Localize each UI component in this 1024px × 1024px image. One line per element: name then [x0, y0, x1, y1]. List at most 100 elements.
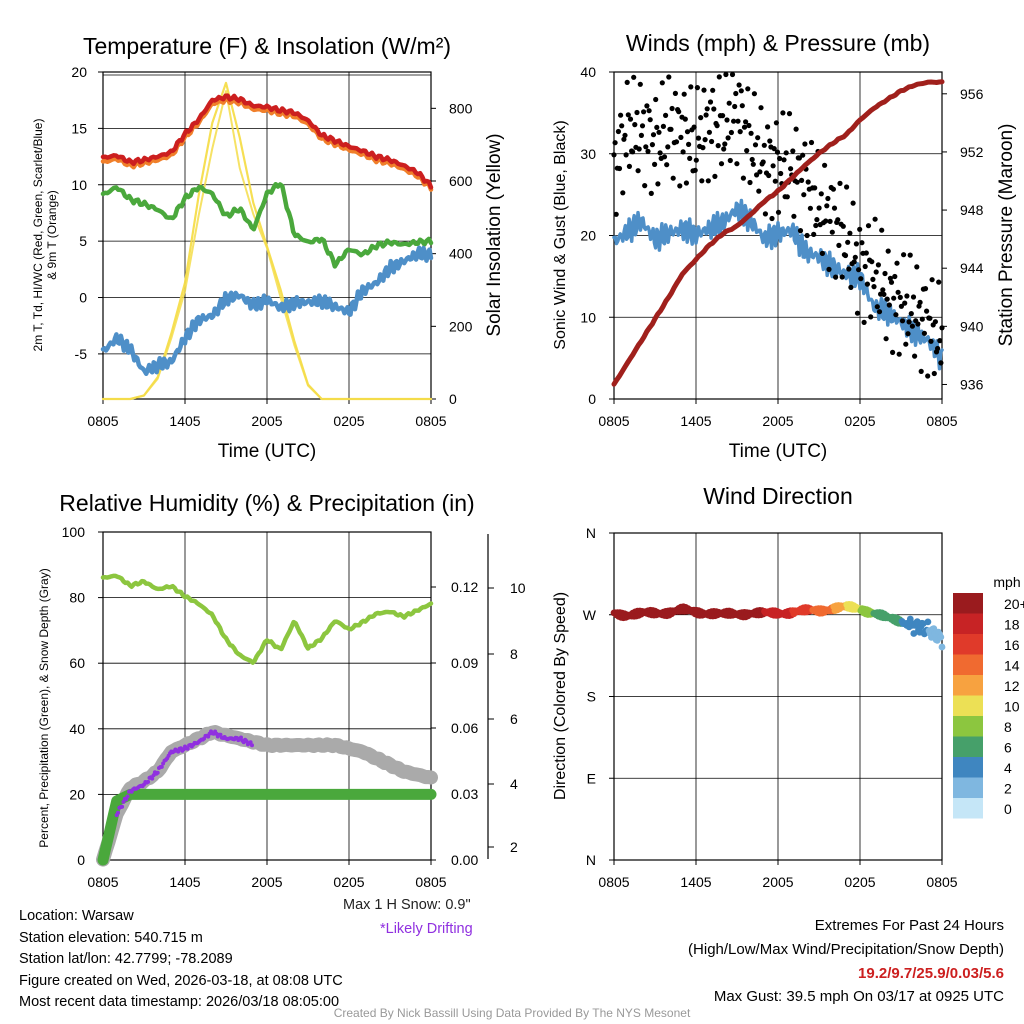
gust-dot	[731, 118, 737, 124]
gust-dot	[912, 353, 918, 359]
legend-swatch	[953, 777, 983, 798]
gust-dot	[874, 304, 880, 310]
gust-dot	[899, 318, 906, 324]
y-tick-label: 0	[588, 391, 596, 407]
gust-dot	[727, 157, 733, 164]
gust-dot	[681, 91, 687, 97]
gust-dot	[745, 86, 751, 92]
max-gust: Max Gust: 39.5 mph On 03/17 at 0925 UTC	[713, 988, 1004, 1005]
gust-dot	[665, 144, 671, 150]
gust-dot	[868, 314, 874, 320]
gust-dot	[880, 287, 886, 293]
chart-title: Wind Direction	[703, 483, 853, 509]
gust-dot	[718, 161, 725, 167]
gust-dot	[720, 113, 726, 119]
gust-dot	[632, 122, 638, 128]
drift-dot	[218, 732, 223, 737]
series-wind-chill	[100, 245, 434, 377]
legend-swatch	[953, 593, 983, 614]
gust-dot	[660, 123, 667, 129]
gust-dot	[873, 269, 879, 275]
gust-dot	[700, 145, 706, 151]
gust-dot	[818, 191, 824, 197]
gust-dot	[694, 85, 701, 91]
legend-label: 2	[1004, 781, 1012, 797]
gust-dot	[835, 217, 841, 223]
gust-dot	[657, 150, 663, 156]
gust-dot	[884, 296, 890, 302]
gust-dot	[702, 137, 708, 143]
gust-dot	[639, 123, 646, 129]
gust-dot	[655, 181, 661, 187]
x-tick-label: 0805	[87, 413, 118, 429]
gust-dot	[793, 126, 799, 132]
gust-dot	[802, 141, 808, 147]
gust-dot	[645, 148, 651, 154]
gust-dot	[740, 175, 747, 181]
gust-dot	[644, 103, 650, 109]
legend-label: 6	[1004, 740, 1012, 756]
gust-dot	[612, 140, 618, 146]
gust-dot	[807, 205, 814, 211]
precip-tick-label: 0.03	[451, 786, 478, 802]
gust-dot	[939, 325, 945, 331]
chart-title: Winds (mph) & Pressure (mb)	[626, 30, 930, 56]
gust-dot	[871, 284, 877, 290]
gust-dot	[672, 90, 679, 96]
gust-dot	[773, 120, 780, 126]
gust-dot	[766, 172, 772, 179]
y2-tick-label: 200	[449, 318, 473, 334]
gust-dot	[712, 173, 718, 179]
gust-dot	[699, 178, 705, 184]
gust-dot	[726, 100, 732, 106]
y-tick-label: 100	[62, 524, 86, 540]
gust-dot	[861, 319, 867, 325]
gust-dot	[755, 135, 761, 141]
gust-dot	[910, 294, 917, 300]
y-tick-label: 20	[580, 228, 596, 244]
gust-dot	[775, 209, 782, 215]
gust-dot	[716, 74, 722, 80]
gust-dot	[897, 294, 903, 300]
gust-dot	[647, 117, 653, 123]
gust-dot	[872, 216, 878, 222]
legend-label: 18	[1004, 617, 1020, 633]
x-axis-label: Time (UTC)	[218, 441, 317, 462]
gust-dot	[664, 162, 670, 168]
gust-dot	[746, 122, 752, 129]
gust-dot	[770, 163, 776, 169]
gust-dot	[723, 71, 729, 78]
gust-dot	[722, 141, 728, 147]
y2-tick-label: 944	[960, 260, 984, 276]
drift-dot	[250, 743, 254, 748]
gust-dot	[804, 232, 810, 239]
gust-dot	[886, 302, 892, 308]
y-tick-label: 40	[580, 64, 596, 80]
gust-dot	[707, 99, 714, 105]
gust-dot	[641, 109, 647, 115]
gust-dot	[859, 240, 865, 246]
gust-dot	[812, 185, 818, 191]
gust-dot	[635, 168, 641, 174]
gust-dot	[646, 108, 652, 114]
gust-dot	[788, 166, 794, 172]
x-tick-label: 0205	[333, 874, 364, 890]
gust-dot	[915, 321, 921, 327]
gust-dot	[794, 179, 800, 185]
gust-dot	[622, 132, 628, 138]
gust-dot	[698, 115, 704, 121]
gust-dot	[826, 266, 832, 272]
gust-dot	[836, 242, 842, 248]
gust-dot	[611, 152, 617, 158]
precip-tick-label: 0.12	[451, 579, 478, 595]
gust-dot	[669, 105, 675, 112]
gust-dot	[811, 231, 817, 237]
gust-dot	[638, 132, 645, 138]
gust-dot	[870, 276, 876, 282]
gust-dot	[924, 308, 930, 314]
gust-dot	[744, 148, 750, 154]
gust-dot	[724, 117, 730, 123]
gust-dot	[858, 276, 864, 282]
gust-dot	[626, 163, 633, 169]
gust-dot	[738, 88, 744, 94]
